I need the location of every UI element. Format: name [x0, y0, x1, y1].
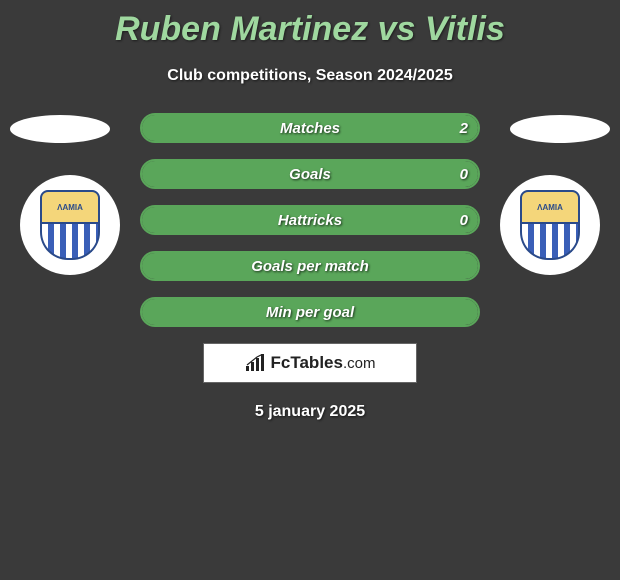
bar-label: Hattricks [278, 212, 342, 229]
snapshot-date: 5 january 2025 [0, 403, 620, 421]
season-subtitle: Club competitions, Season 2024/2025 [0, 67, 620, 85]
brand-text: FcTables.com [271, 353, 376, 373]
brand-suffix: .com [343, 355, 376, 372]
stat-bar: 0 Goals [140, 159, 480, 189]
player-photo-placeholder-left [10, 115, 110, 143]
club-crest-right: ΛΑΜΙΑ [500, 175, 600, 275]
stat-bar: Goals per match [140, 251, 480, 281]
stat-bar: 0 Hattricks [140, 205, 480, 235]
stats-bar-list: 2 Matches 0 Goals 0 Hattricks Goals per match M… [140, 113, 480, 327]
stat-bar: Min per goal [140, 297, 480, 327]
club-crest-left: ΛΑΜΙΑ [20, 175, 120, 275]
stat-bar: 2 Matches [140, 113, 480, 143]
bar-value-right: 0 [460, 212, 468, 229]
crest-stripes-right [520, 224, 580, 260]
bar-value-right: 0 [460, 166, 468, 183]
crest-banner-right: ΛΑΜΙΑ [520, 190, 580, 224]
brand-name: FcTables [271, 353, 343, 372]
crest-banner-left: ΛΑΜΙΑ [40, 190, 100, 224]
brand-chart-icon [245, 354, 267, 372]
player-photo-placeholder-right [510, 115, 610, 143]
bar-label: Matches [280, 120, 340, 137]
bar-label: Min per goal [266, 304, 354, 321]
content-area: ΛΑΜΙΑ ΛΑΜΙΑ 2 Matches 0 Goals 0 Hattricks Goal… [0, 113, 620, 421]
crest-stripes-left [40, 224, 100, 260]
bar-label: Goals per match [251, 258, 369, 275]
brand-box: FcTables.com [203, 343, 417, 383]
bar-value-right: 2 [460, 120, 468, 137]
comparison-title: Ruben Martinez vs Vitlis [0, 0, 620, 49]
bar-label: Goals [289, 166, 331, 183]
